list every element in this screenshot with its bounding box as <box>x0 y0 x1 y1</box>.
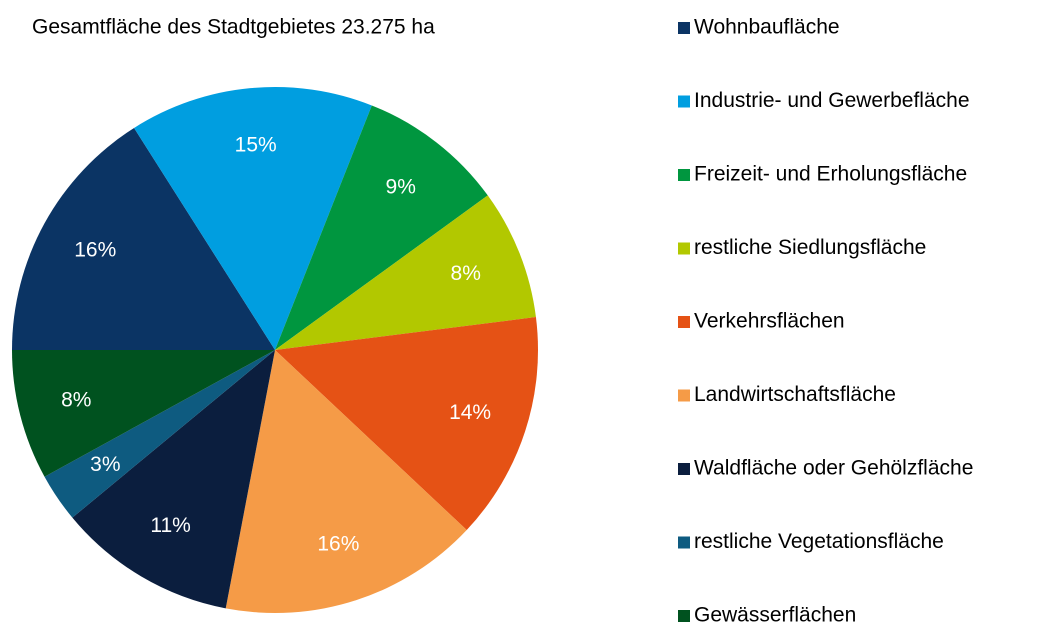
legend-label: Gewässerflächen <box>694 604 856 623</box>
legend-swatch <box>678 95 690 108</box>
legend-label: restliche Vegetationsfläche <box>694 530 944 553</box>
legend-swatch <box>678 610 690 622</box>
legend-label: Freizeit- und Erholungsfläche <box>694 163 967 186</box>
data-label: 15% <box>235 133 277 156</box>
legend-swatch <box>678 463 690 475</box>
chart-title: Gesamtfläche des Stadtgebietes 23.275 ha <box>32 16 435 39</box>
pie-slice <box>44 350 275 518</box>
legend-swatch <box>678 536 690 549</box>
pie-slice <box>225 350 467 613</box>
data-label: 16% <box>317 533 359 556</box>
legend-swatch <box>678 389 690 402</box>
data-label: 3% <box>90 453 120 476</box>
pie-slice <box>12 350 275 477</box>
pie-slice <box>72 350 276 609</box>
legend-label: Industrie- und Gewerbefläche <box>694 89 970 112</box>
data-label: 8% <box>451 262 481 285</box>
legend-swatch <box>678 316 690 328</box>
legend-label: Landwirtschaftsfläche <box>694 383 896 406</box>
pie-slice <box>275 105 488 350</box>
legend-label: Wohnbaufläche <box>694 16 840 39</box>
legend-label: Waldfläche oder Gehölzfläche <box>694 457 973 480</box>
data-label: 11% <box>150 514 190 537</box>
legend-swatch <box>678 169 690 181</box>
legend-label: restliche Siedlungsfläche <box>694 236 926 259</box>
pie-slice <box>134 86 372 350</box>
legend-label: Verkehrsflächen <box>694 310 845 333</box>
data-label: 16% <box>74 239 116 262</box>
data-label: 8% <box>61 389 91 412</box>
legend-swatch <box>678 242 690 255</box>
pie-slice <box>12 127 275 350</box>
data-label: 9% <box>386 175 416 198</box>
data-label: 14% <box>449 401 491 424</box>
pie-slice <box>275 317 538 531</box>
pie-slice <box>275 195 536 350</box>
legend-swatch <box>678 22 690 34</box>
